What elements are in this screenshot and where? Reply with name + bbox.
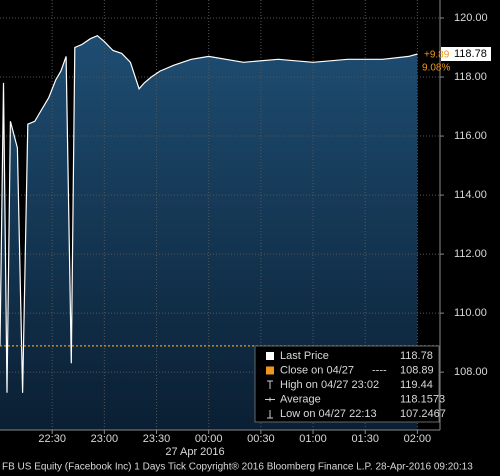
- legend-value: 107.2467: [400, 408, 446, 420]
- x-tick-label: 23:30: [143, 433, 171, 445]
- y-tick-label: 118.00: [454, 71, 487, 83]
- change-pct-label: 9.08%: [422, 63, 450, 74]
- y-tick-label: 120.00: [454, 12, 488, 24]
- legend-value: 119.44: [400, 379, 433, 391]
- legend: Last Price 118.78 Close on 04/27 ---- 108.89…: [254, 345, 446, 423]
- x-tick-label: 01:00: [299, 433, 327, 445]
- y-tick-label: 114.00: [454, 189, 487, 201]
- legend-value: 108.89: [400, 364, 434, 376]
- x-tick-label: 00:00: [195, 433, 223, 445]
- legend-dash: ----: [372, 364, 387, 376]
- y-tick-label: 116.00: [454, 130, 487, 142]
- price-area: [0, 35, 418, 430]
- legend-value: 118.78: [400, 350, 433, 362]
- legend-value: 118.1573: [400, 393, 445, 405]
- legend-icon: [265, 397, 275, 402]
- y-tick-label: 108.00: [454, 366, 488, 378]
- last-price-tag: 118.78: [454, 48, 487, 60]
- legend-label: High on 04/27 23:02: [280, 379, 379, 391]
- last-price-tag-bg: [441, 47, 491, 62]
- y-tick-label: 110.00: [454, 307, 487, 319]
- legend-box: [254, 345, 440, 423]
- legend-label: Close on 04/27: [280, 364, 354, 376]
- change-label: +9.89: [424, 50, 450, 61]
- legend-icon: [267, 410, 273, 419]
- legend-label: Last Price: [280, 350, 329, 362]
- x-tick-label: 02:00: [404, 433, 432, 445]
- legend-label: Average: [280, 393, 321, 405]
- legend-label: Low on 04/27 22:13: [280, 408, 377, 420]
- x-tick-label: 22:30: [38, 433, 66, 445]
- legend-icon: [266, 352, 274, 360]
- price-line: [0, 35, 418, 393]
- legend-icon: [267, 380, 273, 389]
- x-tick-label: 23:00: [91, 433, 119, 445]
- x-sublabel: 27 Apr 2016: [165, 446, 224, 458]
- y-tick-label: 112.00: [454, 248, 487, 260]
- footer: FB US Equity (Facebook Inc) 1 Days Tick …: [2, 462, 473, 473]
- legend-icon: [266, 366, 274, 375]
- x-tick-label: 00:30: [247, 433, 275, 445]
- x-tick-label: 01:30: [351, 433, 379, 445]
